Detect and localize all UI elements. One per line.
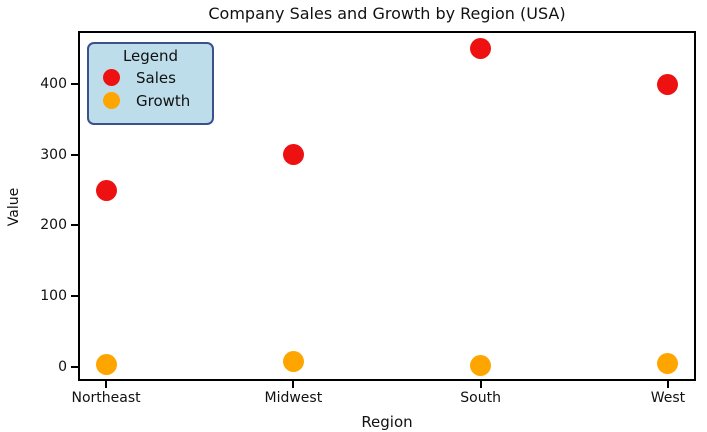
y-tick-label: 0	[58, 358, 67, 375]
x-tick-mark	[666, 381, 669, 388]
legend-item-label: Growth	[136, 91, 191, 110]
y-tick-label: 200	[40, 217, 67, 234]
legend-item-growth: Growth	[89, 89, 212, 112]
x-tick-mark	[479, 381, 482, 388]
x-tick-mark	[105, 381, 108, 388]
y-tick-mark	[71, 365, 78, 368]
point-sales-midwest	[282, 144, 304, 166]
y-tick-label: 100	[40, 288, 67, 305]
y-tick-mark	[71, 83, 78, 86]
point-growth-south	[470, 354, 492, 376]
legend-marker-sales-icon	[103, 69, 120, 86]
point-growth-northeast	[95, 353, 117, 375]
y-tick-mark	[71, 224, 78, 227]
legend-marker-growth-icon	[103, 92, 120, 109]
chart-title: Company Sales and Growth by Region (USA)	[208, 4, 566, 23]
point-sales-northeast	[95, 179, 117, 201]
legend-item-sales: Sales	[89, 66, 212, 89]
x-tick-label: South	[460, 390, 501, 406]
x-tick-label: Midwest	[264, 390, 323, 406]
y-axis-label: Value	[6, 187, 22, 227]
y-tick-label: 400	[40, 76, 67, 93]
legend-item-label: Sales	[136, 68, 176, 87]
y-tick-mark	[71, 153, 78, 156]
legend-title: Legend	[122, 47, 179, 65]
y-tick-label: 300	[40, 146, 67, 163]
point-sales-south	[470, 38, 492, 60]
point-growth-midwest	[282, 351, 304, 373]
plot-area: Legend Sales Growth	[78, 31, 696, 381]
point-growth-west	[657, 352, 679, 374]
x-tick-label: West	[650, 390, 686, 406]
y-tick-mark	[71, 295, 78, 298]
x-tick-mark	[292, 381, 295, 388]
chart-legend: Legend Sales Growth	[87, 42, 214, 125]
point-sales-west	[657, 73, 679, 95]
x-tick-label: Northeast	[71, 390, 141, 406]
x-axis-label: Region	[361, 413, 413, 431]
